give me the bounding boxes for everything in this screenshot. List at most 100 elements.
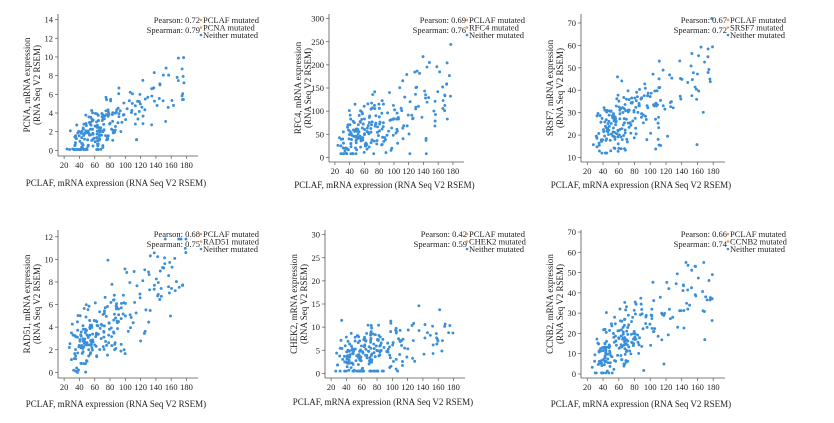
data-point	[123, 352, 127, 356]
data-point	[611, 332, 615, 335]
y-tick-label: 50	[568, 63, 577, 73]
data-point	[627, 125, 631, 129]
data-point	[84, 131, 87, 135]
data-point	[119, 317, 123, 321]
data-point	[138, 296, 142, 300]
data-point	[435, 342, 439, 346]
legend-entry: PCLAF mutated	[203, 229, 260, 239]
y-tick-label: 10	[312, 322, 321, 332]
data-point	[371, 93, 375, 96]
data-point	[682, 326, 686, 330]
data-point	[605, 151, 609, 155]
data-point	[386, 111, 390, 115]
data-point	[395, 129, 399, 133]
data-point	[363, 128, 367, 131]
data-point	[643, 86, 647, 90]
x-tick-label: 140	[675, 382, 688, 392]
data-point	[440, 339, 444, 343]
data-point	[370, 326, 374, 330]
data-point	[148, 308, 152, 312]
data-point	[355, 136, 359, 140]
legend-marker	[465, 33, 469, 37]
data-point	[364, 347, 368, 351]
x-tick-label: 20	[331, 166, 340, 176]
data-point	[644, 322, 648, 325]
data-point	[78, 148, 82, 151]
data-point	[436, 339, 440, 343]
data-point	[633, 332, 637, 336]
data-point	[96, 144, 100, 148]
data-point	[616, 135, 620, 139]
data-point	[706, 71, 710, 74]
data-point	[596, 112, 600, 115]
data-point	[614, 119, 618, 123]
data-point	[344, 335, 348, 339]
data-point	[391, 103, 395, 107]
data-point	[653, 89, 657, 93]
data-point	[432, 109, 436, 113]
data-point	[406, 347, 410, 351]
y-tick-label: 12	[45, 232, 54, 242]
data-point	[659, 144, 663, 147]
x-tick-label: 40	[599, 382, 608, 392]
y-tick-label: 0	[572, 369, 576, 379]
data-point	[169, 314, 172, 318]
data-point	[107, 321, 111, 325]
data-point	[354, 138, 358, 142]
legend-entry: PCLAF mutated	[730, 15, 787, 25]
data-point	[384, 151, 388, 155]
data-point	[607, 371, 611, 375]
y-axis-title: CCNB2, mRNA expression(RNA Seq V2 RSEM)	[545, 254, 565, 354]
data-point	[604, 349, 608, 352]
data-point	[117, 92, 121, 96]
data-point	[152, 283, 156, 287]
data-point	[630, 100, 634, 104]
x-tick-label: 40	[345, 166, 354, 176]
data-point	[642, 94, 646, 98]
data-point	[424, 96, 427, 100]
data-point	[405, 73, 409, 76]
data-point	[176, 56, 180, 60]
data-point	[375, 142, 379, 146]
data-point	[422, 352, 426, 356]
data-point	[666, 333, 670, 337]
x-tick-label: 160	[432, 166, 445, 176]
y-tick-label: 8	[49, 277, 53, 287]
pearson-label: Pearson: 0.72	[154, 15, 200, 25]
data-point	[359, 120, 362, 124]
pearson-label: Pearson: 0.68	[154, 229, 200, 239]
data-point	[155, 104, 159, 107]
y-tick-label: 10	[568, 349, 577, 359]
y-tick-label: 70	[568, 227, 577, 237]
data-point	[167, 274, 171, 277]
data-point	[358, 339, 362, 343]
data-point	[711, 45, 714, 49]
data-point	[72, 357, 76, 361]
data-point	[657, 126, 661, 130]
data-point	[99, 337, 103, 341]
data-point	[684, 260, 688, 264]
data-point	[177, 285, 181, 289]
data-point	[348, 342, 352, 346]
data-point	[86, 335, 90, 339]
data-point	[637, 102, 641, 105]
x-tick-label: 80	[106, 382, 115, 392]
data-point	[84, 113, 88, 117]
data-point	[102, 335, 106, 339]
data-point	[676, 325, 680, 329]
data-point	[372, 347, 376, 351]
data-point	[75, 335, 79, 339]
data-point	[113, 348, 117, 352]
data-point	[338, 354, 342, 358]
data-point	[623, 347, 627, 351]
data-point	[632, 136, 636, 140]
data-point	[695, 97, 699, 101]
data-point	[400, 343, 404, 347]
data-point	[97, 137, 101, 141]
data-point	[153, 99, 156, 103]
data-point	[378, 350, 382, 354]
data-point	[606, 352, 610, 356]
data-point	[342, 141, 345, 145]
